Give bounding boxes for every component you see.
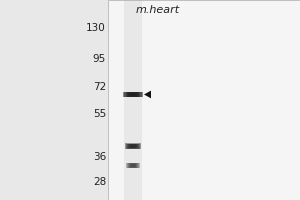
Text: m.heart: m.heart [136, 5, 180, 15]
Bar [130, 163, 136, 168]
Bar [125, 143, 141, 149]
Bar [132, 164, 134, 167]
Text: 55: 55 [93, 109, 106, 119]
Bar [128, 163, 138, 168]
Bar [132, 93, 134, 96]
Text: 36: 36 [93, 152, 106, 162]
Bar [128, 144, 138, 148]
Bar [131, 145, 135, 148]
Bar [130, 164, 136, 167]
Text: 72: 72 [93, 82, 106, 92]
Text: 95: 95 [93, 54, 106, 64]
Bar [127, 92, 139, 97]
Bar [129, 144, 137, 148]
Bar [124, 92, 142, 97]
Bar [126, 92, 140, 97]
Text: 130: 130 [86, 23, 106, 33]
Bar [126, 163, 140, 168]
Bar [128, 92, 138, 97]
Bar [129, 93, 137, 96]
Bar [108, 0, 300, 200]
Bar [123, 92, 143, 97]
Bar [130, 144, 136, 148]
Bar [131, 164, 135, 167]
Bar [126, 144, 140, 149]
Bar [127, 144, 139, 149]
Polygon shape [144, 91, 151, 98]
Text: 28: 28 [93, 177, 106, 187]
Bar [124, 0, 142, 200]
Bar [132, 145, 134, 148]
Bar [129, 163, 137, 168]
Bar [130, 93, 136, 96]
Bar [108, 0, 300, 200]
Bar [127, 163, 139, 168]
